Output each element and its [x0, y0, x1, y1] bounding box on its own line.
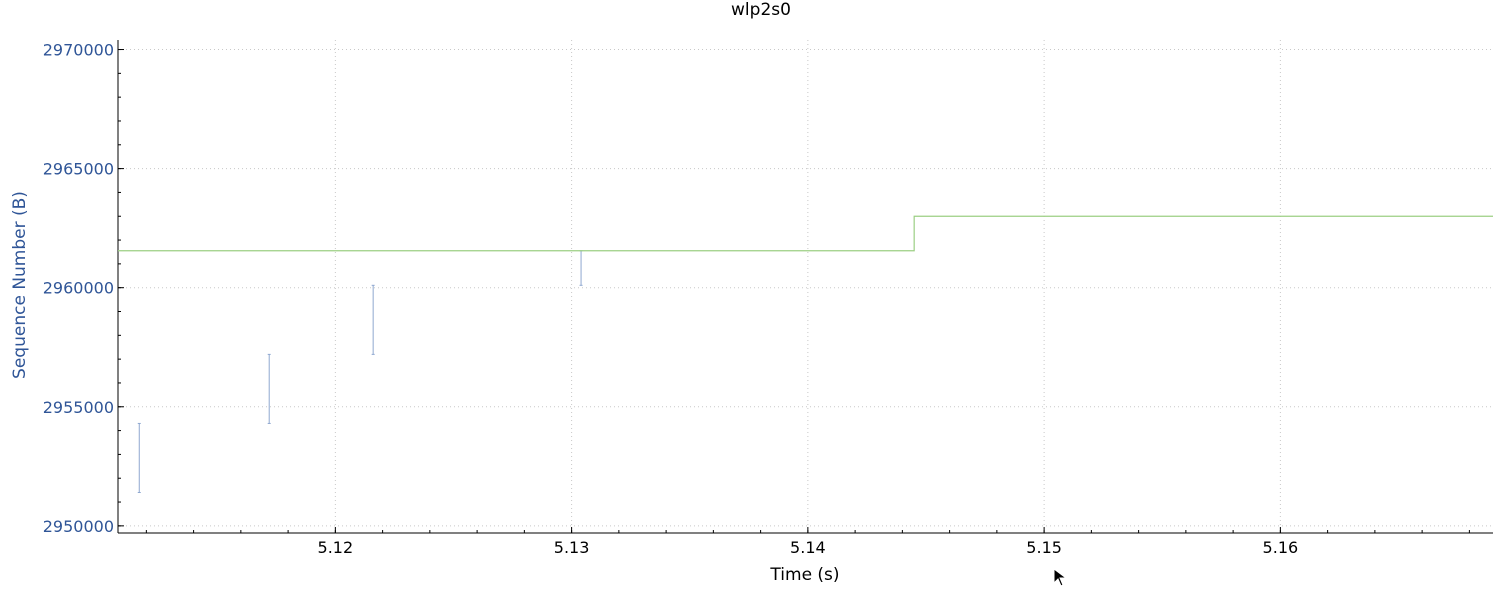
y-tick-label: 2965000 [43, 160, 114, 179]
y-tick-label: 2950000 [43, 517, 114, 536]
segment-mark [267, 353, 271, 424]
axes [117, 40, 1493, 534]
ticks: 5.12 5.13 5.14 5.15 5.16 2950000 2955000 296000… [43, 41, 1470, 557]
y-tick-label: 2960000 [43, 279, 114, 298]
x-tick-label: 5.16 [1263, 538, 1299, 557]
x-tick-label: 5.12 [318, 538, 354, 557]
plot-area [118, 215, 1493, 494]
step-line [118, 215, 1493, 252]
y-tick-label: 2955000 [43, 398, 114, 417]
segment-mark [579, 250, 583, 286]
segment-mark [371, 284, 375, 355]
mouse-cursor-icon [1053, 568, 1068, 587]
x-tick-label: 5.13 [554, 538, 590, 557]
y-axis-label: Sequence Number (B) [10, 191, 30, 379]
grid [118, 40, 1493, 533]
x-tick-label: 5.14 [790, 538, 826, 557]
y-tick-label: 2970000 [43, 41, 114, 60]
chart-title: wlp2s0 [731, 0, 791, 20]
segment-mark [137, 422, 141, 494]
x-tick-label: 5.15 [1026, 538, 1062, 557]
x-axis-label: Time (s) [769, 565, 839, 585]
